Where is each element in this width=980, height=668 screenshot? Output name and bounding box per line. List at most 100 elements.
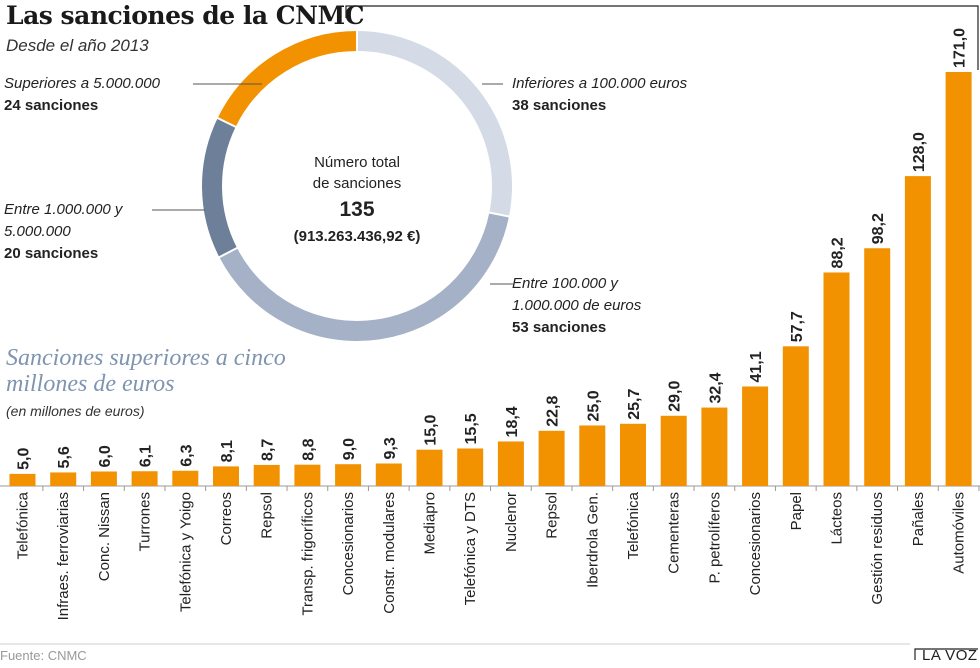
donut-segment-1 <box>219 212 509 341</box>
chart-title: Las sanciones de la CNMC <box>6 1 365 30</box>
bar-value-label: 9,0 <box>341 438 358 460</box>
donut-separator-1 <box>488 211 511 218</box>
bar <box>50 472 77 486</box>
label-entre-100000-desc: Entre 100.000 y 1.000.000 de euros <box>512 275 642 314</box>
bar-value-label: 41,1 <box>748 351 765 382</box>
bar-value-label: 5,0 <box>16 448 33 470</box>
bar <box>823 272 850 486</box>
x-tick-label: Papel <box>788 492 805 530</box>
bar-value-label: 98,2 <box>870 213 887 244</box>
center-line-2: de sanciones <box>312 175 402 192</box>
label-inferiores-count: 38 sanciones <box>512 97 607 114</box>
bar <box>9 473 36 486</box>
label-entre-100000: Entre 100.000 y 1.000.000 de euros 53 sa… <box>512 273 682 339</box>
x-tick-label: Repsol <box>544 492 561 539</box>
bar <box>457 448 484 486</box>
x-tick-label: Constr. modulares <box>381 492 398 614</box>
donut-separator-2 <box>217 246 239 259</box>
x-tick-label: Pañales <box>910 492 927 546</box>
bar <box>538 430 565 486</box>
bar-value-label: 8,8 <box>300 438 317 460</box>
x-tick-label: Concesionarios <box>340 492 357 595</box>
donut-center: Número total de sanciones 135 (913.263.4… <box>253 152 461 248</box>
x-tick-label: Telefónica <box>15 491 32 559</box>
x-tick-label: Iberdrola Gen. <box>584 492 601 588</box>
donut-segment-3 <box>217 31 358 127</box>
x-tick-label: Gestión residuos <box>869 492 886 605</box>
x-tick-label: Mediapro <box>422 492 439 555</box>
brand-logo: LA VOZ <box>922 647 978 664</box>
donut-separator-3 <box>216 116 237 129</box>
x-tick-label: Lácteos <box>829 492 846 545</box>
label-entre-1000000-desc: Entre 1.000.000 y 5.000.000 <box>4 201 123 240</box>
bar <box>701 407 728 486</box>
center-line-1: Número total <box>314 154 400 171</box>
donut-segment-2 <box>202 118 238 258</box>
bar <box>579 425 606 486</box>
bar <box>90 471 117 486</box>
bar <box>782 346 809 486</box>
chart-subtitle: Desde el año 2013 <box>6 36 149 55</box>
header-rule <box>345 5 979 70</box>
bar-value-label: 171,0 <box>952 28 969 68</box>
x-tick-label: Telefónica y Yoigo <box>177 492 194 612</box>
bar-value-label: 88,2 <box>830 237 847 268</box>
x-tick-label: Conc. Nissan <box>96 492 113 581</box>
bar-value-label: 18,4 <box>504 406 521 437</box>
label-entre-1000000-count: 20 sanciones <box>4 245 99 262</box>
bar <box>131 471 158 486</box>
bar-value-label: 9,3 <box>382 437 399 459</box>
x-tick-label: Concesionarios <box>747 492 764 595</box>
label-inferiores-desc: Inferiores a 100.000 euros <box>512 75 688 92</box>
bar <box>620 423 646 486</box>
x-tick-label: Correos <box>218 492 235 545</box>
bar-value-label: 8,1 <box>219 440 236 462</box>
bar-value-label: 32,4 <box>707 372 724 403</box>
bar <box>497 441 524 486</box>
bar <box>660 415 687 486</box>
bar <box>335 464 362 486</box>
center-total: 135 <box>339 198 375 221</box>
bar-value-label: 8,7 <box>260 439 277 461</box>
label-entre-1000000: Entre 1.000.000 y 5.000.000 20 sanciones <box>4 199 154 265</box>
x-tick-label: Telefónica y DTS <box>462 492 479 605</box>
bar <box>294 464 321 486</box>
x-tick-label: Nuclenor <box>503 492 520 552</box>
bar <box>253 464 280 486</box>
bar-value-label: 57,7 <box>789 311 806 342</box>
bar-value-label: 25,7 <box>626 389 643 420</box>
bar-value-label: 6,0 <box>97 445 114 467</box>
bar <box>904 176 931 487</box>
bar <box>172 470 199 486</box>
bar-value-label: 6,3 <box>178 444 195 466</box>
bar-value-label: 6,1 <box>138 445 155 467</box>
x-tick-label: Turrones <box>137 492 154 551</box>
bar <box>416 449 443 486</box>
label-inferiores: Inferiores a 100.000 euros 38 sanciones <box>512 73 742 117</box>
x-tick-label: Cementeras <box>666 492 683 574</box>
bar-value-label: 15,5 <box>463 413 480 444</box>
center-amount: (913.263.436,92 €) <box>293 228 421 245</box>
bar <box>864 248 891 486</box>
label-superiores: Superiores a 5.000.000 24 sanciones <box>4 73 214 117</box>
bar-chart-subtitle: (en millones de euros) <box>6 403 145 419</box>
bar <box>742 386 769 486</box>
x-tick-label: Transp. frigoríficos <box>299 492 316 616</box>
bar-value-label: 22,8 <box>545 396 562 427</box>
bar <box>375 463 402 486</box>
x-tick-label: Telefónica <box>625 491 642 559</box>
bar-value-label: 15,0 <box>423 414 440 445</box>
x-tick-label: Automóviles <box>951 492 968 574</box>
x-tick-label: P. petrolíferos <box>706 492 723 583</box>
x-tick-label: Infraes. ferroviarias <box>55 492 72 620</box>
bar-value-label: 128,0 <box>911 132 928 172</box>
label-superiores-count: 24 sanciones <box>4 97 99 114</box>
donut-segment-0 <box>356 31 512 217</box>
bar-value-label: 29,0 <box>667 381 684 412</box>
bar <box>945 72 972 486</box>
bar-value-label: 5,6 <box>56 446 73 468</box>
label-entre-100000-count: 53 sanciones <box>512 319 607 336</box>
